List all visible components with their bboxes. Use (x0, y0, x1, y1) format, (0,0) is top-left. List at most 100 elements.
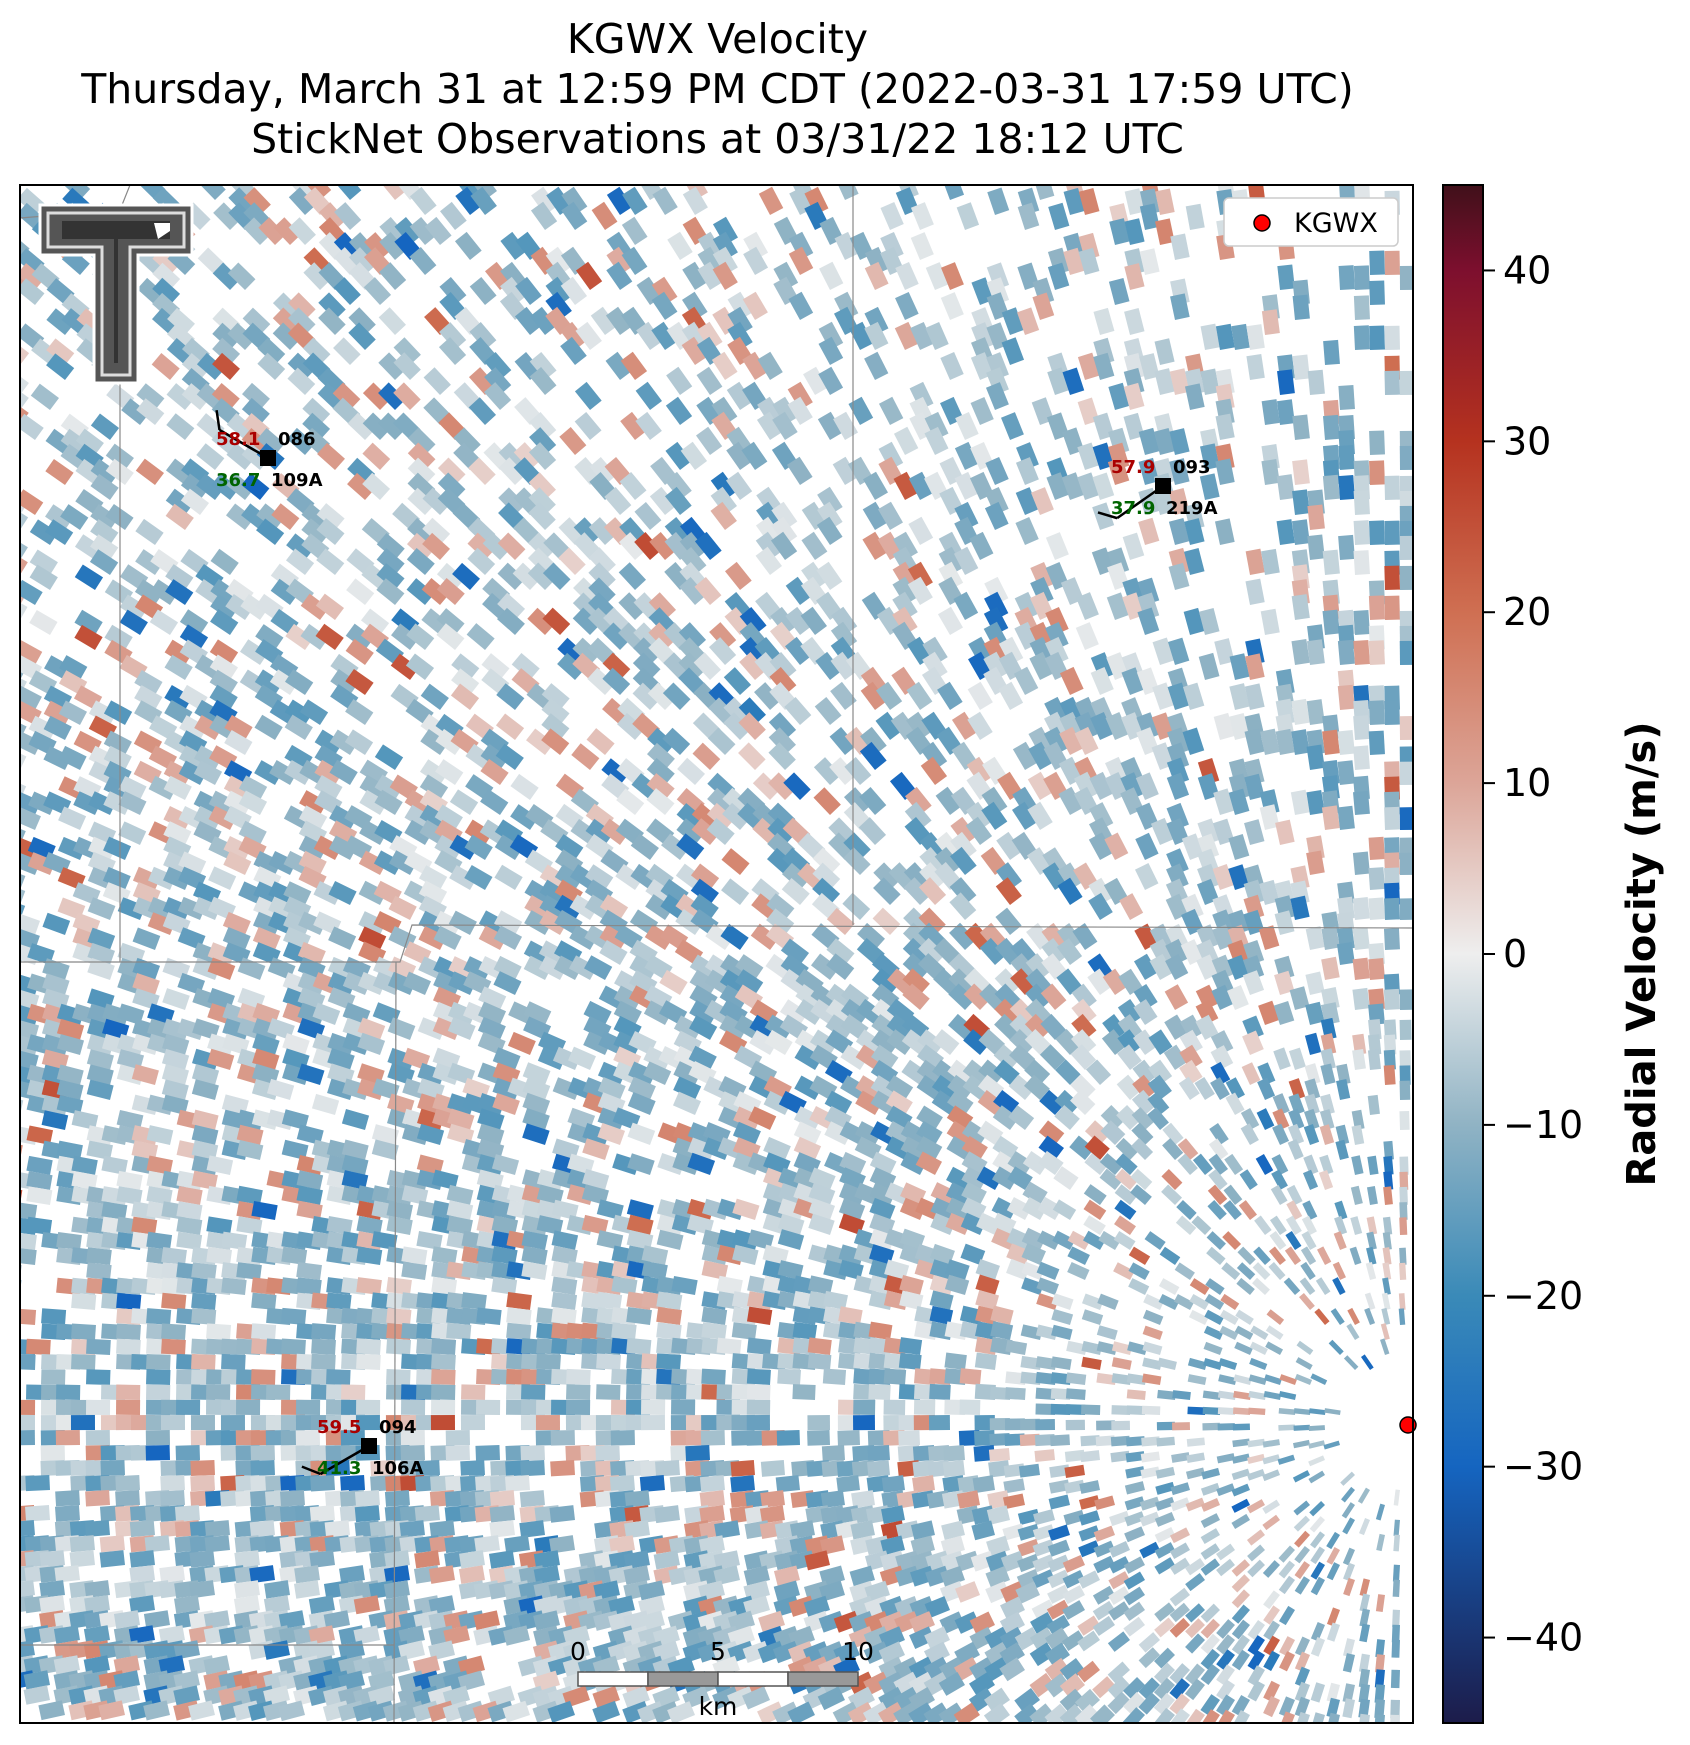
velocity-gate (437, 457, 466, 485)
velocity-gate (801, 531, 828, 561)
velocity-gate (1123, 382, 1145, 410)
velocity-gate (26, 1338, 51, 1356)
velocity-gate (511, 653, 540, 680)
velocity-gate (646, 742, 675, 771)
velocity-gate (73, 791, 102, 815)
velocity-gate (356, 1353, 381, 1371)
velocity-gate (1074, 726, 1099, 755)
velocity-gate (434, 804, 463, 830)
velocity-gate (632, 682, 661, 710)
velocity-gate (665, 471, 692, 501)
velocity-gate (646, 773, 675, 801)
velocity-gate (1166, 757, 1190, 785)
velocity-gate (560, 276, 588, 305)
velocity-gate (1080, 1450, 1101, 1463)
velocity-gate (755, 531, 783, 560)
velocity-gate (160, 1475, 186, 1492)
velocity-gate (1016, 442, 1039, 470)
scale-unit: km (699, 1692, 738, 1721)
velocity-gate (20, 1580, 21, 1598)
velocity-gate (956, 202, 980, 231)
scale-label-0: 0 (570, 1637, 586, 1666)
velocity-gate (859, 787, 887, 815)
velocity-gate (1076, 592, 1099, 620)
velocity-gate (1201, 185, 1220, 186)
velocity-gate (86, 1399, 111, 1416)
velocity-gate (1065, 1419, 1086, 1431)
velocity-gate (506, 1307, 532, 1325)
velocity-gate (115, 1475, 140, 1492)
velocity-gate (116, 1292, 142, 1310)
velocity-gate (285, 548, 315, 576)
velocity-gate (300, 623, 329, 650)
velocity-gate (452, 562, 480, 590)
velocity-gate (697, 261, 723, 291)
velocity-gate (242, 382, 270, 410)
velocity-gate (940, 351, 964, 380)
velocity-gate (469, 276, 497, 306)
velocity-gate (258, 217, 286, 245)
velocity-gate (626, 1306, 652, 1325)
velocity-gate (679, 546, 707, 575)
velocity-gate (954, 501, 979, 530)
velocity-gate (1383, 928, 1400, 951)
velocity-gate (1367, 1049, 1381, 1071)
colorbar-tick-label: −10 (1503, 1103, 1583, 1147)
velocity-gate (829, 757, 857, 786)
velocity-gate (116, 1338, 141, 1355)
velocity-gate (1352, 851, 1370, 875)
velocity-gate (545, 246, 573, 275)
velocity-gate (1046, 472, 1070, 500)
velocity-gate (1384, 250, 1400, 275)
velocity-gate (303, 262, 331, 290)
velocity-gate (376, 563, 405, 590)
velocity-gate (309, 1505, 335, 1523)
velocity-gate (574, 381, 602, 410)
velocity-gate (867, 1445, 891, 1462)
velocity-gate (1200, 323, 1220, 350)
velocity-gate (1089, 802, 1114, 831)
velocity-gate (136, 383, 165, 410)
velocity-gate (272, 322, 301, 351)
velocity-gate (519, 1490, 545, 1508)
velocity-gate (1290, 789, 1310, 816)
velocity-gate (181, 352, 210, 380)
velocity-gate (577, 157, 603, 185)
velocity-gate (655, 1460, 680, 1477)
velocity-gate (41, 1308, 67, 1325)
velocity-gate (56, 1231, 82, 1250)
velocity-gate (822, 1368, 847, 1385)
velocity-gate (1166, 802, 1189, 830)
velocity-gate (315, 593, 345, 620)
velocity-gate (250, 1460, 275, 1477)
velocity-gate (356, 1277, 382, 1295)
velocity-gate (148, 775, 177, 800)
scale-segment (717, 1671, 789, 1687)
velocity-gate (1124, 308, 1145, 335)
velocity-gate (1214, 518, 1235, 545)
velocity-gate (54, 1505, 80, 1522)
velocity-gate (311, 1353, 336, 1371)
velocity-gate (575, 321, 602, 351)
velocity-gate (1168, 562, 1190, 590)
velocity-gate (833, 411, 859, 441)
velocity-gate (588, 547, 616, 576)
velocity-gate (206, 1323, 232, 1341)
velocity-gate (180, 473, 210, 501)
velocity-gate (1200, 443, 1220, 471)
velocity-gate (769, 651, 797, 681)
velocity-gate (1399, 1110, 1410, 1131)
velocity-gate (118, 821, 147, 845)
velocity-gate (784, 697, 812, 725)
velocity-gate (925, 262, 949, 290)
velocity-gate (1307, 369, 1325, 395)
velocity-gate (223, 790, 252, 815)
velocity-gate (1369, 250, 1385, 276)
velocity-gate (1368, 700, 1385, 726)
velocity-gate (30, 383, 59, 410)
velocity-gate (981, 786, 1008, 815)
velocity-gate (1399, 1262, 1407, 1280)
velocity-gate (165, 564, 194, 591)
velocity-gate (0, 1460, 20, 1476)
velocity-gate (500, 276, 527, 305)
